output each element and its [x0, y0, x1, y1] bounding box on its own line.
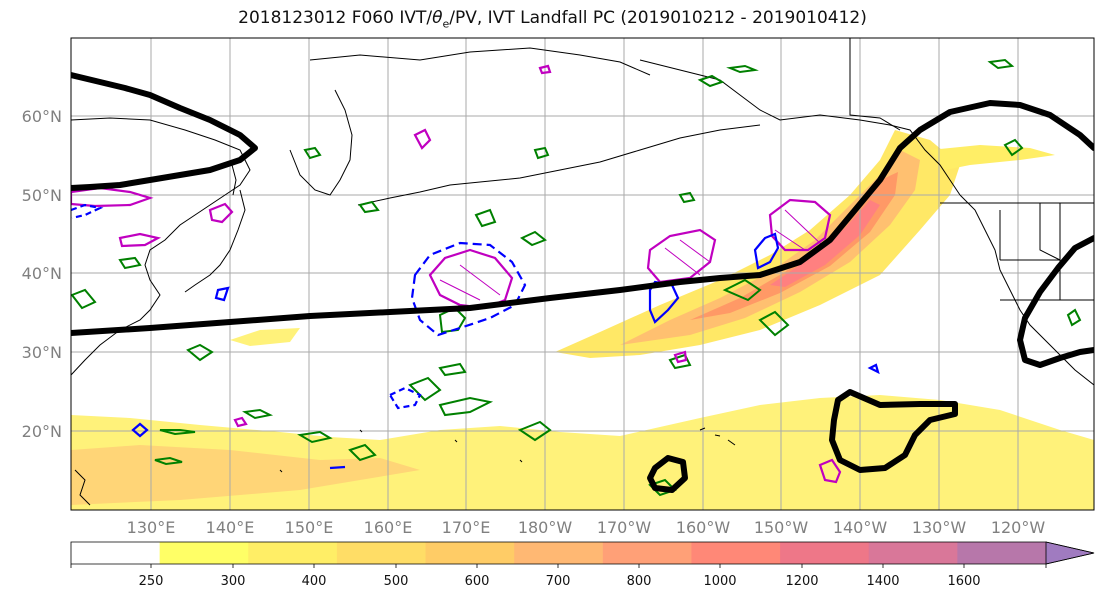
kamchatka [289, 89, 353, 196]
lat-label-50: 50°N [22, 186, 62, 205]
cb-label-1000: 1000 [703, 574, 736, 589]
lon-label-160w: 160°W [676, 518, 731, 537]
cb-label-700: 700 [546, 574, 571, 589]
hawaii [699, 427, 736, 446]
latitude-labels: 60°N 50°N 40°N 30°N 20°N [22, 107, 62, 441]
colorbar-segment [71, 542, 161, 564]
colorbar-segment [336, 542, 427, 564]
lon-label-150w: 150°W [754, 518, 809, 537]
micro-islands [279, 429, 523, 473]
colorbar-segment [691, 542, 781, 564]
us-states [999, 203, 1094, 301]
colorbar-segment [780, 542, 870, 564]
colorbar-segment [425, 542, 515, 564]
cb-label-1600: 1600 [947, 574, 980, 589]
colorbar-segment [514, 542, 604, 564]
alaska-border [849, 38, 901, 131]
colorbar-segment [602, 542, 692, 564]
asia-coast [71, 117, 251, 376]
cb-label-300: 300 [221, 574, 246, 589]
cb-label-400: 400 [302, 574, 327, 589]
lon-label-140w: 140°W [833, 518, 888, 537]
lon-label-180w: 180°W [518, 518, 573, 537]
colorbar-segment [248, 542, 338, 564]
sakhalin [231, 164, 237, 196]
map-frame [70, 37, 1095, 511]
siberia-coast [309, 47, 651, 76]
cb-label-500: 500 [384, 574, 409, 589]
ivt-coastal-strip [930, 145, 1055, 170]
cb-label-600: 600 [465, 574, 490, 589]
philippines [74, 469, 91, 506]
lat-label-40: 40°N [22, 264, 62, 283]
colorbar-outline [70, 541, 1095, 565]
lat-label-30: 30°N [22, 343, 62, 362]
graticule [71, 38, 1094, 510]
landfall-pc-contours [71, 72, 1094, 493]
lon-label-150e: 150°E [285, 518, 334, 537]
ivt-plume-outer [555, 130, 960, 358]
colorbar-segment [868, 542, 958, 564]
lon-label-130e: 130°E [127, 518, 176, 537]
aleutians [357, 124, 761, 206]
ivt-patch-west [230, 328, 300, 346]
ivt-plume-peak [770, 200, 880, 287]
longitude-labels: 130°E 140°E 150°E 160°E 170°E 180°W 170°… [127, 518, 1046, 537]
colorbar-segment [159, 542, 249, 564]
lon-label-170w: 170°W [597, 518, 652, 537]
lat-label-60: 60°N [22, 107, 62, 126]
lon-label-160e: 160°E [364, 518, 413, 537]
lat-label-20: 20°N [22, 422, 62, 441]
colorbar-ticks [70, 564, 1047, 568]
lon-label-130w: 130°W [912, 518, 967, 537]
cb-label-1400: 1400 [866, 574, 899, 589]
lon-label-140e: 140°E [206, 518, 255, 537]
cb-label-1200: 1200 [785, 574, 818, 589]
cb-label-800: 800 [627, 574, 652, 589]
colorbar-segment [957, 542, 1047, 564]
colorbar-extend-arrow [1045, 541, 1095, 565]
lon-label-120w: 120°W [991, 518, 1046, 537]
map-title: 2018123012 F060 IVT/θe/PV, IVT Landfall … [238, 8, 867, 31]
lon-label-170e: 170°E [442, 518, 491, 537]
cb-label-250: 250 [139, 574, 164, 589]
colorbar: 250 300 400 500 600 700 800 1000 1200 14… [70, 541, 1095, 589]
colorbar-tick-labels: 250 300 400 500 600 700 800 1000 1200 14… [139, 574, 981, 589]
japan [184, 189, 246, 293]
colorbar-segments [71, 542, 1047, 564]
